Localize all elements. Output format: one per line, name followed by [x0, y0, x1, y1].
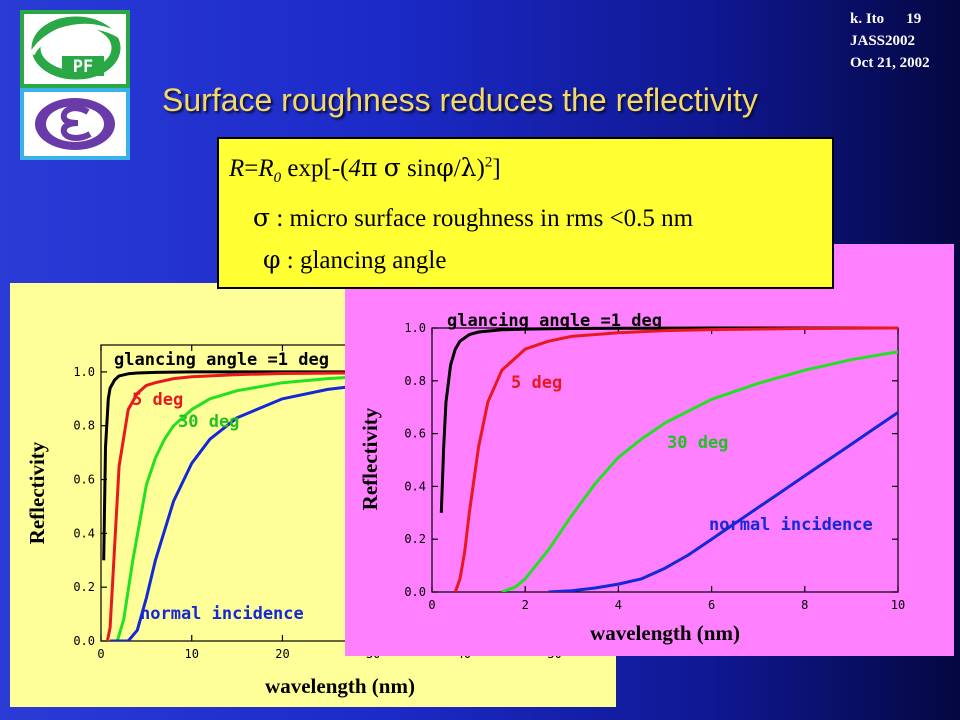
annotation-normal: normal incidence	[140, 604, 304, 624]
annotation-1deg: glancing angle =1 deg	[447, 311, 662, 331]
series-line-30deg	[115, 372, 464, 641]
x-tick-label: 10	[185, 647, 199, 661]
event-name: JASS2002	[850, 33, 916, 49]
y-tick-label: 0.0	[73, 634, 95, 648]
phi-symbol: φ	[263, 245, 281, 274]
slide-header-info: k. Ito 19 JASS2002 Oct 21, 2002	[850, 8, 930, 74]
x-tick-label: 8	[801, 598, 808, 612]
y-tick-label: 0.4	[73, 526, 95, 540]
annotation-normal: normal incidence	[709, 515, 873, 535]
y-tick-label: 0.0	[404, 585, 426, 599]
x-axis-label: wavelength (nm)	[590, 621, 740, 645]
series-line-1deg	[102, 370, 374, 561]
x-tick-label: 0	[97, 647, 104, 661]
series-line-1deg	[439, 326, 898, 513]
series-line-5deg	[453, 326, 898, 592]
x-tick-label: 4	[615, 598, 622, 612]
x-tick-label: 20	[275, 647, 289, 661]
x-tick-label: 0	[428, 598, 435, 612]
series-line-5deg	[105, 370, 464, 641]
y-tick-label: 0.6	[404, 427, 426, 441]
x-tick-label: 10	[891, 598, 905, 612]
y-tick-label: 0.4	[404, 479, 426, 493]
epsilon-logo	[20, 88, 130, 160]
reflectivity-equation: R=R0 exp[-(4π σ sinφ/λ)2]	[229, 153, 501, 186]
phi-definition: φ : glancing angle	[263, 245, 446, 275]
y-tick-label: 1.0	[404, 321, 426, 335]
annotation-5deg: 5 deg	[511, 373, 562, 393]
y-tick-label: 0.6	[73, 473, 95, 487]
date: Oct 21, 2002	[850, 55, 930, 71]
formula-box: R=R0 exp[-(4π σ sinφ/λ)2] σ : micro surf…	[217, 137, 834, 289]
series-line-30deg	[501, 350, 898, 592]
pf-logo-text: PF	[73, 57, 93, 77]
reflectivity-chart-0-10nm: 0 2 4 6 8 10 0.0 0.2 0.4 0.6 0.8 1.0 glancing angle …	[358, 311, 905, 645]
annotation-30deg: 30 deg	[667, 433, 728, 453]
y-tick-label: 0.8	[73, 419, 95, 433]
x-tick-label: 6	[708, 598, 715, 612]
annotation-5deg: 5 deg	[132, 390, 183, 410]
annotation-30deg: 30 deg	[178, 412, 239, 432]
y-tick-label: 0.2	[404, 532, 426, 546]
y-tick-label: 0.2	[73, 580, 95, 594]
chart-panel-short-range: 0 2 4 6 8 10 0.0 0.2 0.4 0.6 0.8 1.0 glancing angle …	[345, 244, 954, 656]
pf-logo: PF	[20, 10, 130, 88]
slide-number: 19	[906, 11, 922, 27]
y-tick-label: 0.8	[404, 374, 426, 388]
slide-title: Surface roughness reduces the reflectivi…	[162, 82, 758, 118]
pf-logo-icon: PF	[29, 16, 122, 80]
series-line-normal	[548, 411, 898, 592]
author: k. Ito	[850, 11, 885, 27]
x-tick-label: 2	[522, 598, 529, 612]
y-axis-label: Reflectivity	[358, 407, 382, 510]
epsilon-logo-icon	[35, 98, 115, 150]
x-axis-label: wavelength (nm)	[265, 674, 415, 698]
sigma-text: : micro surface roughness in rms <0.5 nm	[270, 205, 694, 232]
annotation-1deg: glancing angle =1 deg	[114, 350, 329, 370]
sigma-symbol: σ	[253, 203, 271, 232]
y-tick-label: 1.0	[73, 365, 95, 379]
phi-text: : glancing angle	[280, 247, 447, 274]
y-axis-label: Reflectivity	[25, 441, 49, 544]
sigma-definition: σ : micro surface roughness in rms <0.5 …	[253, 203, 693, 233]
